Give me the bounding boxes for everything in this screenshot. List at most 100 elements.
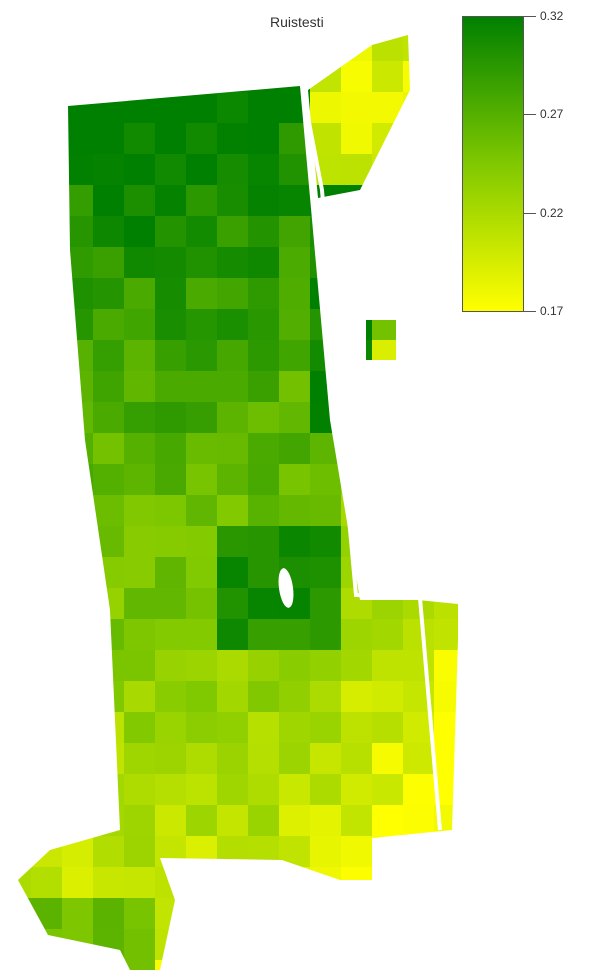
raster-cell <box>31 743 62 774</box>
raster-cell <box>186 712 217 743</box>
raster-cell <box>18 340 31 371</box>
raster-cell <box>465 309 496 340</box>
raster-cell <box>217 371 248 402</box>
raster-cell <box>155 557 186 588</box>
raster-cell <box>186 681 217 712</box>
raster-cells <box>18 35 496 970</box>
raster-cell <box>62 278 93 309</box>
raster-cell <box>217 526 248 557</box>
raster-cell <box>434 371 458 402</box>
legend-tick-label-0-17: 0.17 <box>540 304 564 318</box>
raster-cell <box>62 309 93 340</box>
raster-cell <box>155 154 186 185</box>
raster-cell <box>18 805 31 836</box>
raster-cell <box>124 371 155 402</box>
raster-cell <box>248 154 279 185</box>
raster-cell <box>248 929 279 960</box>
raster-cell <box>279 154 310 185</box>
raster-cell <box>124 495 155 526</box>
raster-cell <box>248 309 279 340</box>
raster-cell <box>248 61 279 92</box>
raster-cell <box>155 898 186 929</box>
raster-cell <box>93 588 124 619</box>
legend-colorbar <box>462 16 524 312</box>
raster-cell <box>372 340 403 371</box>
raster-cell <box>31 309 62 340</box>
raster-cell <box>155 867 186 898</box>
raster-cell <box>434 836 458 867</box>
raster-cell <box>155 433 186 464</box>
raster-cell <box>186 216 217 247</box>
raster-cell <box>186 898 217 929</box>
raster-cell <box>18 743 31 774</box>
raster-cell <box>403 371 434 402</box>
raster-cell <box>155 340 186 371</box>
raster-cell <box>279 867 310 898</box>
raster-cell <box>310 309 341 340</box>
raster-cell <box>62 588 93 619</box>
raster-cell <box>155 495 186 526</box>
raster-cell <box>18 712 31 743</box>
raster-cell <box>155 123 186 154</box>
raster-cell <box>217 154 248 185</box>
raster-cell <box>155 92 186 123</box>
raster-cell <box>372 588 403 619</box>
raster-cell <box>248 650 279 681</box>
raster-cell <box>248 247 279 278</box>
raster-cell <box>403 402 434 433</box>
raster-cell <box>18 154 31 185</box>
raster-cell <box>31 619 62 650</box>
raster-cell <box>310 743 341 774</box>
raster-cell <box>434 588 458 619</box>
raster-cell <box>403 309 434 340</box>
raster-cell <box>62 960 93 970</box>
raster-cell <box>93 650 124 681</box>
raster-cell <box>18 247 31 278</box>
raster-cell <box>186 619 217 650</box>
raster-cell <box>248 867 279 898</box>
raster-cell <box>310 805 341 836</box>
raster-cell <box>341 867 372 898</box>
raster-cell <box>403 650 434 681</box>
raster-cell <box>31 898 62 929</box>
raster-cell <box>372 185 403 216</box>
raster-cell <box>31 433 62 464</box>
raster-cell <box>403 154 434 185</box>
raster-cell <box>310 898 341 929</box>
raster-cell <box>403 495 434 526</box>
raster-cell <box>18 681 31 712</box>
raster-cell <box>434 867 458 898</box>
raster-cell <box>341 619 372 650</box>
raster-cell <box>31 402 62 433</box>
raster-cell <box>62 402 93 433</box>
raster-cell <box>62 216 93 247</box>
raster-cell <box>186 402 217 433</box>
raster-cell <box>341 929 372 960</box>
raster-cell <box>186 371 217 402</box>
raster-cell <box>124 712 155 743</box>
raster-cell <box>465 898 496 929</box>
raster-cell <box>62 774 93 805</box>
raster-cell <box>434 185 458 216</box>
raster-cell <box>31 61 62 92</box>
raster-cell <box>93 960 124 970</box>
raster-cell <box>248 588 279 619</box>
raster-cell <box>18 35 31 61</box>
raster-cell <box>279 278 310 309</box>
raster-cell <box>124 340 155 371</box>
raster-cell <box>155 526 186 557</box>
raster-cell <box>155 960 186 970</box>
raster-cell <box>341 92 372 123</box>
legend-tick <box>524 311 536 312</box>
raster-cell <box>310 402 341 433</box>
raster-cell <box>372 836 403 867</box>
raster-cell <box>186 154 217 185</box>
raster-cell <box>403 123 434 154</box>
raster-cell <box>62 433 93 464</box>
raster-cell <box>31 464 62 495</box>
raster-cell <box>341 371 372 402</box>
raster-cell <box>372 898 403 929</box>
raster-cell <box>186 526 217 557</box>
raster-cell <box>279 340 310 371</box>
raster-cell <box>31 774 62 805</box>
